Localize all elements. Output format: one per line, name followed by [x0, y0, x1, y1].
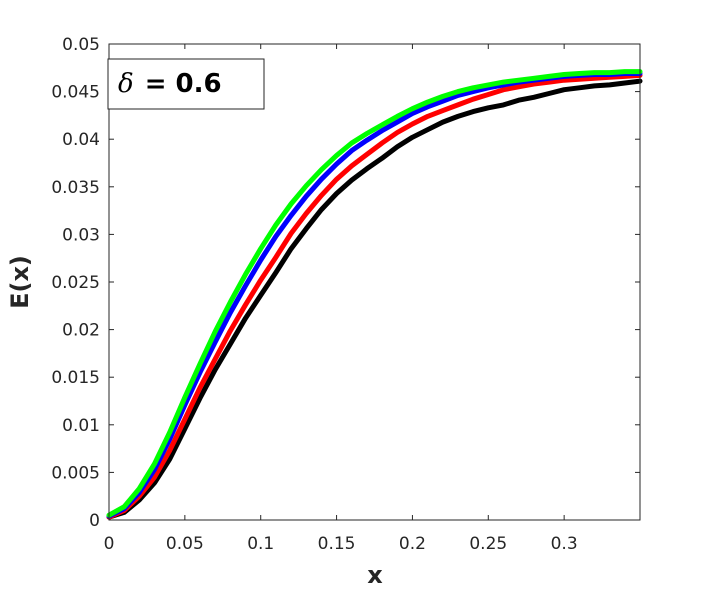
legend-value: = 0.6 [136, 69, 222, 99]
y-tick-label: 0.01 [62, 416, 100, 436]
legend-box: δ = 0.6 [107, 58, 265, 110]
y-tick-label: 0.05 [62, 35, 100, 55]
x-axis-label: x [367, 561, 383, 589]
series-layer [106, 69, 643, 520]
series-line-2 [106, 72, 643, 520]
x-tick-label: 0.25 [469, 534, 507, 554]
y-tick-label: 0.045 [51, 83, 100, 103]
y-tick-label: 0.02 [62, 321, 100, 341]
x-axis-ticks: 0 0.05 0.1 0.15 0.2 0.25 0.3 [104, 44, 578, 554]
x-tick-label: 0.2 [399, 534, 426, 554]
x-tick-label: 0.15 [318, 534, 356, 554]
y-tick-label: 0.03 [62, 225, 100, 245]
y-tick-label: 0.015 [51, 368, 100, 388]
y-axis-label: E(x) [6, 255, 34, 309]
series-line-4 [106, 69, 643, 518]
y-tick-label: 0.035 [51, 178, 100, 198]
y-tick-label: 0 [89, 511, 100, 531]
series-line-1 [106, 78, 643, 520]
legend-entry: δ = 0.6 [118, 69, 222, 99]
y-tick-label: 0.025 [51, 273, 100, 293]
plot-area [109, 44, 640, 520]
y-tick-label: 0.04 [62, 130, 100, 150]
x-tick-label: 0 [104, 534, 115, 554]
legend-symbol: δ [118, 69, 134, 99]
y-axis-ticks: 0 0.005 0.01 0.015 0.02 0.025 0.03 0.035 0.04 0.0… [51, 35, 640, 531]
x-tick-label: 0.3 [551, 534, 578, 554]
x-tick-label: 0.05 [166, 534, 204, 554]
legend-frame [107, 58, 265, 110]
y-tick-label: 0.005 [51, 463, 100, 483]
x-tick-label: 0.1 [247, 534, 274, 554]
